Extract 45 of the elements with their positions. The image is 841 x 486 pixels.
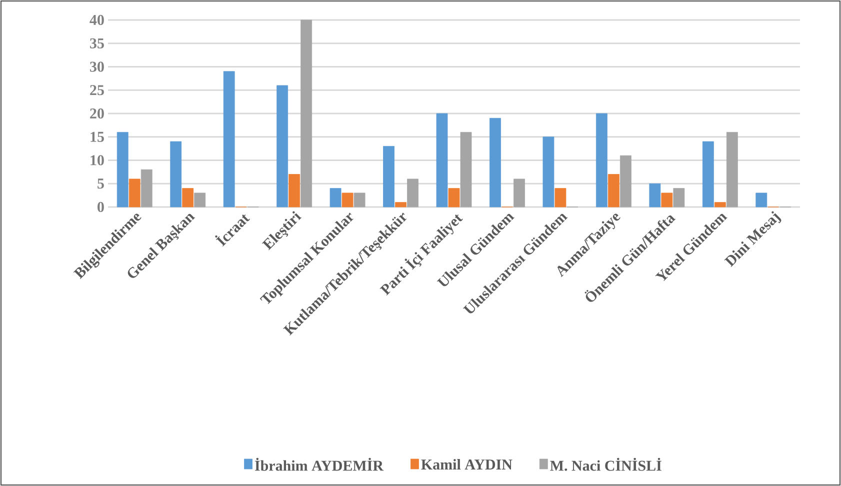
bar xyxy=(649,183,661,208)
bar xyxy=(354,192,366,208)
bar xyxy=(756,192,768,208)
bar xyxy=(140,169,152,208)
bar xyxy=(276,85,288,208)
legend-label: Kamil AYDIN xyxy=(421,459,512,470)
bar xyxy=(407,178,418,208)
bar xyxy=(300,20,312,208)
legend-label: İbrahim AYDEMİR xyxy=(254,458,384,471)
y-tick-label: 20 xyxy=(90,108,104,119)
y-tick-label: 0 xyxy=(98,202,104,212)
bar xyxy=(223,71,235,208)
bar xyxy=(673,188,685,208)
y-tick-label: 10 xyxy=(90,155,104,166)
bar xyxy=(620,155,632,208)
bar xyxy=(342,192,354,208)
bar xyxy=(554,188,566,208)
y-tick-label: 25 xyxy=(90,85,104,96)
y-tick-label: 15 xyxy=(90,132,104,142)
bar xyxy=(702,141,714,208)
y-tick-label: 40 xyxy=(90,14,104,26)
bar xyxy=(288,174,300,208)
y-tick-label: 30 xyxy=(90,62,104,72)
bar xyxy=(128,178,140,208)
bar xyxy=(608,174,620,208)
bar xyxy=(514,178,525,208)
bar xyxy=(194,192,206,208)
legend-label: M. Naci CİNİSLİ xyxy=(550,458,662,471)
bar xyxy=(726,132,738,208)
bar xyxy=(596,113,608,208)
bar xyxy=(383,146,394,208)
bar xyxy=(661,192,673,208)
bar xyxy=(448,188,460,208)
bar xyxy=(436,113,448,208)
bar xyxy=(395,202,406,208)
bar xyxy=(330,188,342,208)
bar xyxy=(170,141,182,208)
bar xyxy=(182,188,194,208)
bar xyxy=(714,202,726,208)
bar xyxy=(460,132,472,208)
bar xyxy=(490,118,501,208)
bar xyxy=(116,132,128,208)
y-tick-label: 5 xyxy=(98,178,104,189)
y-tick-label: 35 xyxy=(90,38,104,48)
bar xyxy=(542,136,554,208)
